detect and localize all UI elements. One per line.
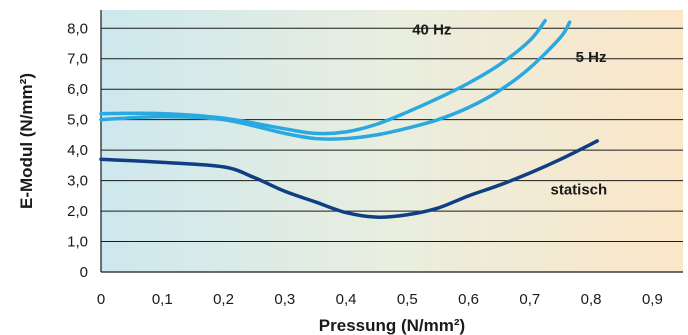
series-label: 5 Hz: [576, 49, 607, 66]
plot-background: [101, 10, 683, 272]
x-tick-label: 0,4: [336, 291, 357, 308]
x-tick-label: 0,2: [213, 291, 234, 308]
x-tick-labels: 0 0,1 0,2 0,3 0,4 0,5 0,6 0,7 0,8 0,9: [97, 291, 663, 308]
x-axis-title: Pressung (N/mm²): [319, 316, 465, 335]
y-tick-label: 1,0: [67, 234, 88, 251]
series-lines: [99, 18, 599, 219]
x-tick-label: 0,6: [458, 291, 479, 308]
y-tick-label: 7,0: [67, 51, 88, 68]
x-tick-label: 0,7: [519, 291, 540, 308]
y-tick-label: 8,0: [67, 20, 88, 37]
x-tick-label: 0,1: [152, 291, 173, 308]
y-tick-label: 2,0: [67, 203, 88, 220]
series-line-statisch: [99, 139, 599, 219]
x-tick-label: 0,9: [642, 291, 663, 308]
x-tick-label: 0,5: [397, 291, 418, 308]
series-label: 40 Hz: [412, 21, 451, 38]
y-axis-title: E-Modul (N/mm²): [17, 73, 36, 209]
gridlines: [101, 27, 683, 243]
series-label: statisch: [551, 181, 608, 198]
series-line-5-hz: [99, 20, 572, 141]
y-tick-label: 4,0: [67, 142, 88, 159]
x-tick-label: 0,8: [581, 291, 602, 308]
y-tick-label: 0: [80, 264, 88, 281]
y-tick-labels: 0 1,0 2,0 3,0 4,0 5,0 6,0 7,0 8,0: [67, 20, 88, 281]
y-tick-label: 3,0: [67, 173, 88, 190]
y-tick-label: 6,0: [67, 81, 88, 98]
x-tick-label: 0,3: [274, 291, 295, 308]
series-labels: 40 Hz 5 Hz statisch: [412, 21, 607, 198]
y-tick-label: 5,0: [67, 112, 88, 129]
x-tick-label: 0: [97, 291, 105, 308]
axes: [100, 10, 683, 273]
